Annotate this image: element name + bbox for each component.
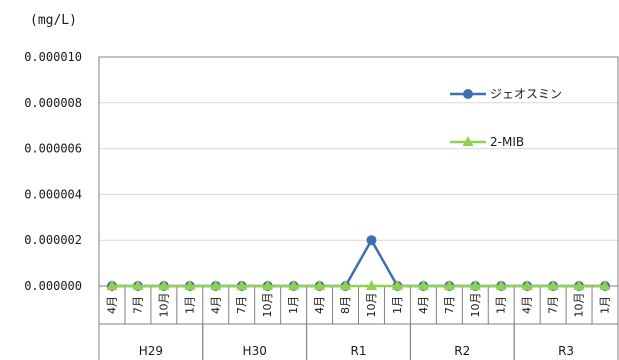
group-label-R1: R1	[351, 344, 367, 358]
x-axis: H29 H30 R1 R2 R3 4月 7月 10月 1月 4月 7月 10月 1月 4月 8月 10月 1月 4…	[98, 286, 619, 360]
group-label-R2: R2	[454, 344, 470, 358]
group-label-H30: H30	[243, 344, 267, 358]
legend-label-0: ジェオスミン	[490, 87, 562, 101]
x-tick-label: 7月	[131, 296, 144, 314]
series-point-1	[132, 280, 144, 290]
group-label-H29: H29	[139, 344, 163, 358]
series-point-0	[366, 235, 377, 246]
x-tick-label: 4月	[105, 296, 118, 314]
x-tick-label: 8月	[339, 296, 352, 314]
x-tick-label: 1月	[183, 296, 196, 314]
x-tick-label: 1月	[599, 296, 612, 314]
series-point-1	[262, 280, 274, 290]
series-point-1	[340, 280, 352, 290]
x-tick-label: 1月	[391, 296, 404, 314]
series-point-1	[236, 280, 248, 290]
y-tick-label: 0.000008	[24, 96, 82, 110]
series-point-1	[573, 280, 585, 290]
series-point-1	[599, 280, 611, 290]
y-tick-label: 0.000006	[24, 142, 82, 156]
series-point-1	[184, 280, 196, 290]
series-point-1	[417, 280, 429, 290]
x-tick-label: 10月	[573, 293, 586, 318]
y-axis-ticks: 0.000000 0.000002 0.000004 0.000006 0.000008…	[24, 50, 82, 293]
x-tick-label: 7月	[235, 296, 248, 314]
x-tick-label: 10月	[157, 293, 170, 318]
series-point-1	[521, 280, 533, 290]
y-axis-unit-label: (mg/L)	[30, 13, 77, 28]
x-tick-label: 4月	[209, 296, 222, 314]
legend-marker-0	[463, 89, 473, 99]
series-point-1	[391, 280, 403, 290]
y-tick-label: 0.000002	[24, 233, 82, 247]
series-layer	[106, 235, 611, 291]
x-tick-label: 10月	[261, 293, 274, 318]
series-point-1	[210, 280, 222, 290]
series-line-0	[111, 237, 606, 288]
series-point-1	[106, 280, 118, 290]
y-tick-label: 0.000010	[24, 50, 82, 64]
gridlines	[99, 102, 618, 241]
x-tick-label: 4月	[417, 296, 430, 314]
series-point-1	[158, 280, 170, 290]
series-point-1	[469, 280, 481, 290]
x-tick-label: 7月	[443, 296, 456, 314]
legend: ジェオスミン 2-MIB	[450, 87, 562, 149]
series-point-1	[547, 280, 559, 290]
x-tick-label: 1月	[287, 296, 300, 314]
legend-label-1: 2-MIB	[490, 135, 524, 149]
x-tick-label: 1月	[495, 296, 508, 314]
x-tick-label: 4月	[313, 296, 326, 314]
x-tick-label: 4月	[521, 296, 534, 314]
series-point-1	[314, 280, 326, 290]
series-point-1	[365, 280, 377, 290]
series-point-1	[288, 280, 300, 290]
y-tick-label: 0.000000	[24, 279, 82, 293]
x-tick-label: 7月	[547, 296, 560, 314]
x-tick-label: 10月	[365, 293, 378, 318]
series-point-1	[495, 280, 507, 290]
group-label-R3: R3	[558, 344, 574, 358]
x-tick-label: 10月	[469, 293, 482, 318]
series-point-1	[443, 280, 455, 290]
legend-marker-1	[462, 136, 474, 146]
y-tick-label: 0.000004	[24, 187, 82, 201]
